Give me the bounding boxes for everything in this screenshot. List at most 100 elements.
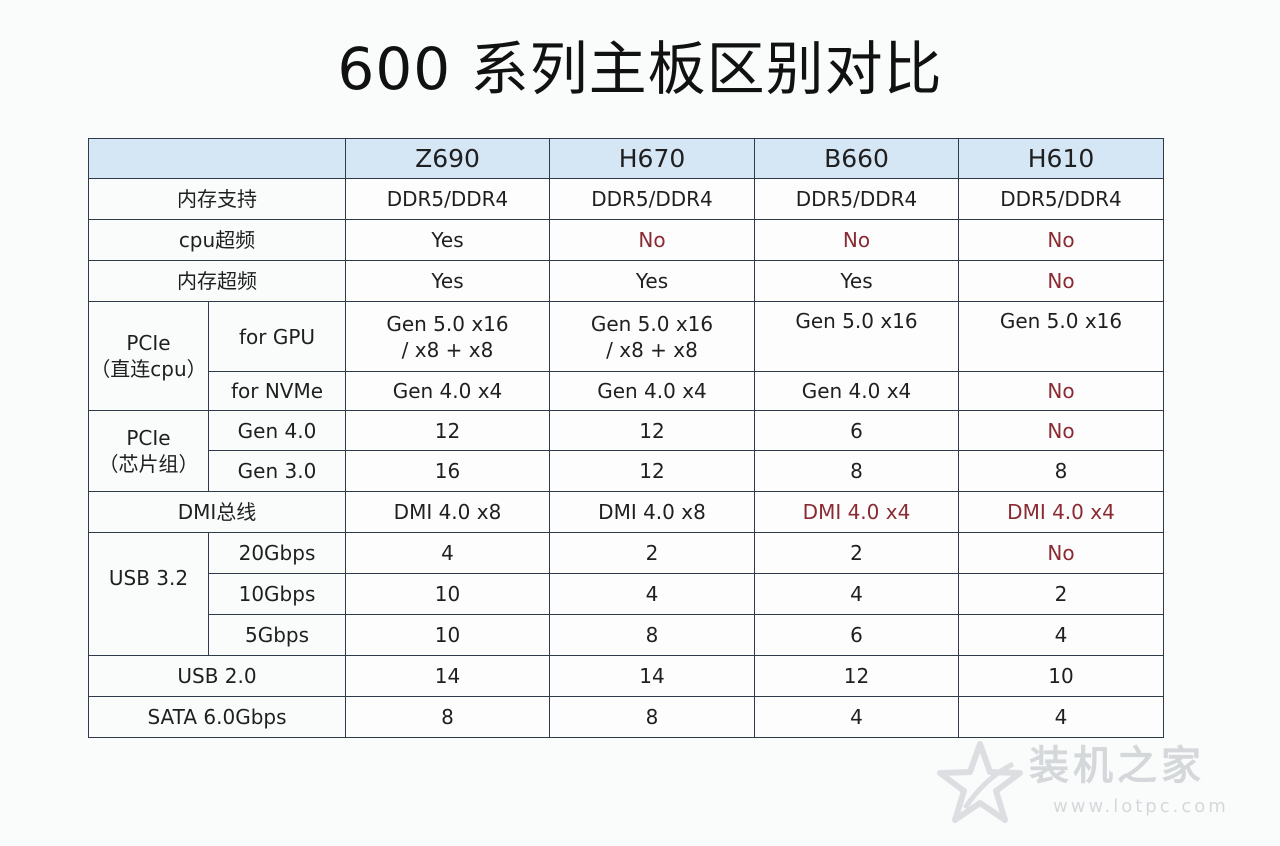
table-row: 10Gbps 10 4 4 2	[89, 573, 1164, 615]
table-cell: 8	[345, 696, 550, 738]
table-cell: 4	[549, 573, 755, 615]
watermark-url: www.lotpc.com	[1053, 796, 1229, 817]
group-label-sub: （直连cpu）	[90, 357, 207, 381]
row-label: SATA 6.0Gbps	[88, 696, 346, 738]
table-cell: DDR5/DDR4	[345, 178, 550, 220]
page-title: 600 系列主板区别对比	[337, 35, 943, 103]
table-cell: 8	[754, 450, 959, 492]
column-header: H670	[549, 138, 755, 179]
table-cell: Yes	[345, 219, 550, 261]
table-row: 5Gbps 10 8 6 4	[89, 614, 1164, 656]
table-cell: DDR5/DDR4	[549, 178, 755, 220]
column-header: Z690	[345, 138, 550, 179]
table-row: for NVMe Gen 4.0 x4 Gen 4.0 x4 Gen 4.0 x…	[89, 371, 1164, 411]
table-cell: Yes	[345, 260, 550, 302]
table-cell: Yes	[549, 260, 755, 302]
table-cell: 4	[958, 614, 1164, 656]
table-cell: 2	[754, 532, 959, 574]
row-sublabel: for GPU	[208, 301, 346, 372]
column-header: H610	[958, 138, 1164, 179]
table-cell: Gen 5.0 x16/ x8 + x8	[549, 301, 755, 372]
table-row: DMI总线 DMI 4.0 x8 DMI 4.0 x8 DMI 4.0 x4 D…	[88, 491, 1164, 533]
row-sublabel: 20Gbps	[208, 532, 346, 574]
table-cell: Gen 5.0 x16/ x8 + x8	[345, 301, 550, 372]
star-logo-icon	[937, 741, 1023, 823]
row-sublabel: 5Gbps	[208, 614, 346, 656]
table-cell: DDR5/DDR4	[754, 178, 959, 220]
table-cell: DMI 4.0 x4	[754, 491, 959, 533]
table-cell: No	[754, 219, 959, 261]
row-label: 内存超频	[88, 260, 346, 302]
table-row: USB 3.2 20Gbps 4 2 2 No	[88, 532, 1164, 656]
table-row: 内存超频 Yes Yes Yes No	[88, 260, 1164, 302]
table-cell: No	[549, 219, 755, 261]
table-cell: No	[958, 371, 1164, 411]
table-cell: 10	[345, 573, 550, 615]
table-cell: DMI 4.0 x4	[958, 491, 1164, 533]
group-label-main: USB 3.2	[108, 566, 189, 590]
table-cell: 6	[754, 410, 959, 451]
row-sublabel: Gen 4.0	[208, 410, 346, 451]
table-cell: 8	[549, 696, 755, 738]
table-cell: 4	[345, 532, 550, 574]
row-label: USB 2.0	[88, 655, 346, 697]
table-cell: DMI 4.0 x8	[345, 491, 550, 533]
table-cell: 10	[345, 614, 550, 656]
row-label: 内存支持	[88, 178, 346, 220]
table-row: PCIe （直连cpu） for GPU Gen 5.0 x16/ x8 + x…	[88, 301, 1164, 411]
header-row: Z690 H670 B660 H610	[88, 138, 1164, 179]
table-cell: 2	[549, 532, 755, 574]
header-corner-cell	[88, 138, 346, 179]
table-cell: 6	[754, 614, 959, 656]
table-cell: DDR5/DDR4	[958, 178, 1164, 220]
table-row: SATA 6.0Gbps 8 8 4 4	[88, 696, 1164, 738]
table-cell: No	[958, 410, 1164, 451]
table-cell: 8	[958, 450, 1164, 492]
group-label-main: PCIe	[126, 331, 171, 355]
table-cell: No	[958, 260, 1164, 302]
table-cell: Yes	[754, 260, 959, 302]
cell-line: Gen 5.0 x16	[590, 311, 714, 336]
watermark-name: 装机之家	[1029, 743, 1205, 789]
table-row: 内存支持 DDR5/DDR4 DDR5/DDR4 DDR5/DDR4 DDR5/…	[88, 178, 1164, 220]
table-cell: 2	[958, 573, 1164, 615]
cell-line: Gen 5.0 x16	[795, 309, 918, 333]
table-row: cpu超频 Yes No No No	[88, 219, 1164, 261]
table-cell: No	[958, 219, 1164, 261]
group-label-main: PCIe	[126, 426, 171, 450]
table-cell: 8	[549, 614, 755, 656]
cell-line: / x8 + x8	[606, 337, 698, 362]
table-cell: 4	[958, 696, 1164, 738]
row-group-label: PCIe （直连cpu）	[88, 301, 209, 411]
row-sublabel: for NVMe	[208, 371, 346, 411]
cell-line: Gen 5.0 x16	[999, 309, 1123, 333]
table-cell: 10	[958, 655, 1164, 697]
table-cell: 12	[549, 410, 755, 451]
table-cell: 14	[549, 655, 755, 697]
table-cell: Gen 4.0 x4	[549, 371, 755, 411]
table-cell: Gen 4.0 x4	[345, 371, 550, 411]
row-sublabel: Gen 3.0	[208, 450, 346, 492]
table-cell: DMI 4.0 x8	[549, 491, 755, 533]
row-sublabel: 10Gbps	[208, 573, 346, 615]
table-cell: 4	[754, 573, 959, 615]
table-cell: 4	[754, 696, 959, 738]
table-row: USB 2.0 14 14 12 10	[88, 655, 1164, 697]
table-cell: 16	[345, 450, 550, 492]
row-group-label: PCIe （芯片组）	[88, 410, 209, 492]
row-label: cpu超频	[88, 219, 346, 261]
watermark: 装机之家 www.lotpc.com	[935, 738, 1255, 828]
table-cell: Gen 4.0 x4	[754, 371, 959, 411]
table-cell: Gen 5.0 x16	[958, 301, 1164, 372]
group-label-sub: （芯片组）	[98, 452, 199, 476]
table-cell: 12	[549, 450, 755, 492]
table-cell: No	[958, 532, 1164, 574]
cell-line: Gen 5.0 x16	[386, 311, 509, 336]
column-header: B660	[754, 138, 959, 179]
table-row: PCIe （芯片组） Gen 4.0 12 12 6 No	[88, 410, 1164, 492]
table-cell: 12	[345, 410, 550, 451]
table-row: Gen 3.0 16 12 8 8	[89, 450, 1164, 492]
row-group-label: USB 3.2	[88, 532, 209, 656]
cell-line: / x8 + x8	[401, 337, 494, 362]
table-cell: 14	[345, 655, 550, 697]
